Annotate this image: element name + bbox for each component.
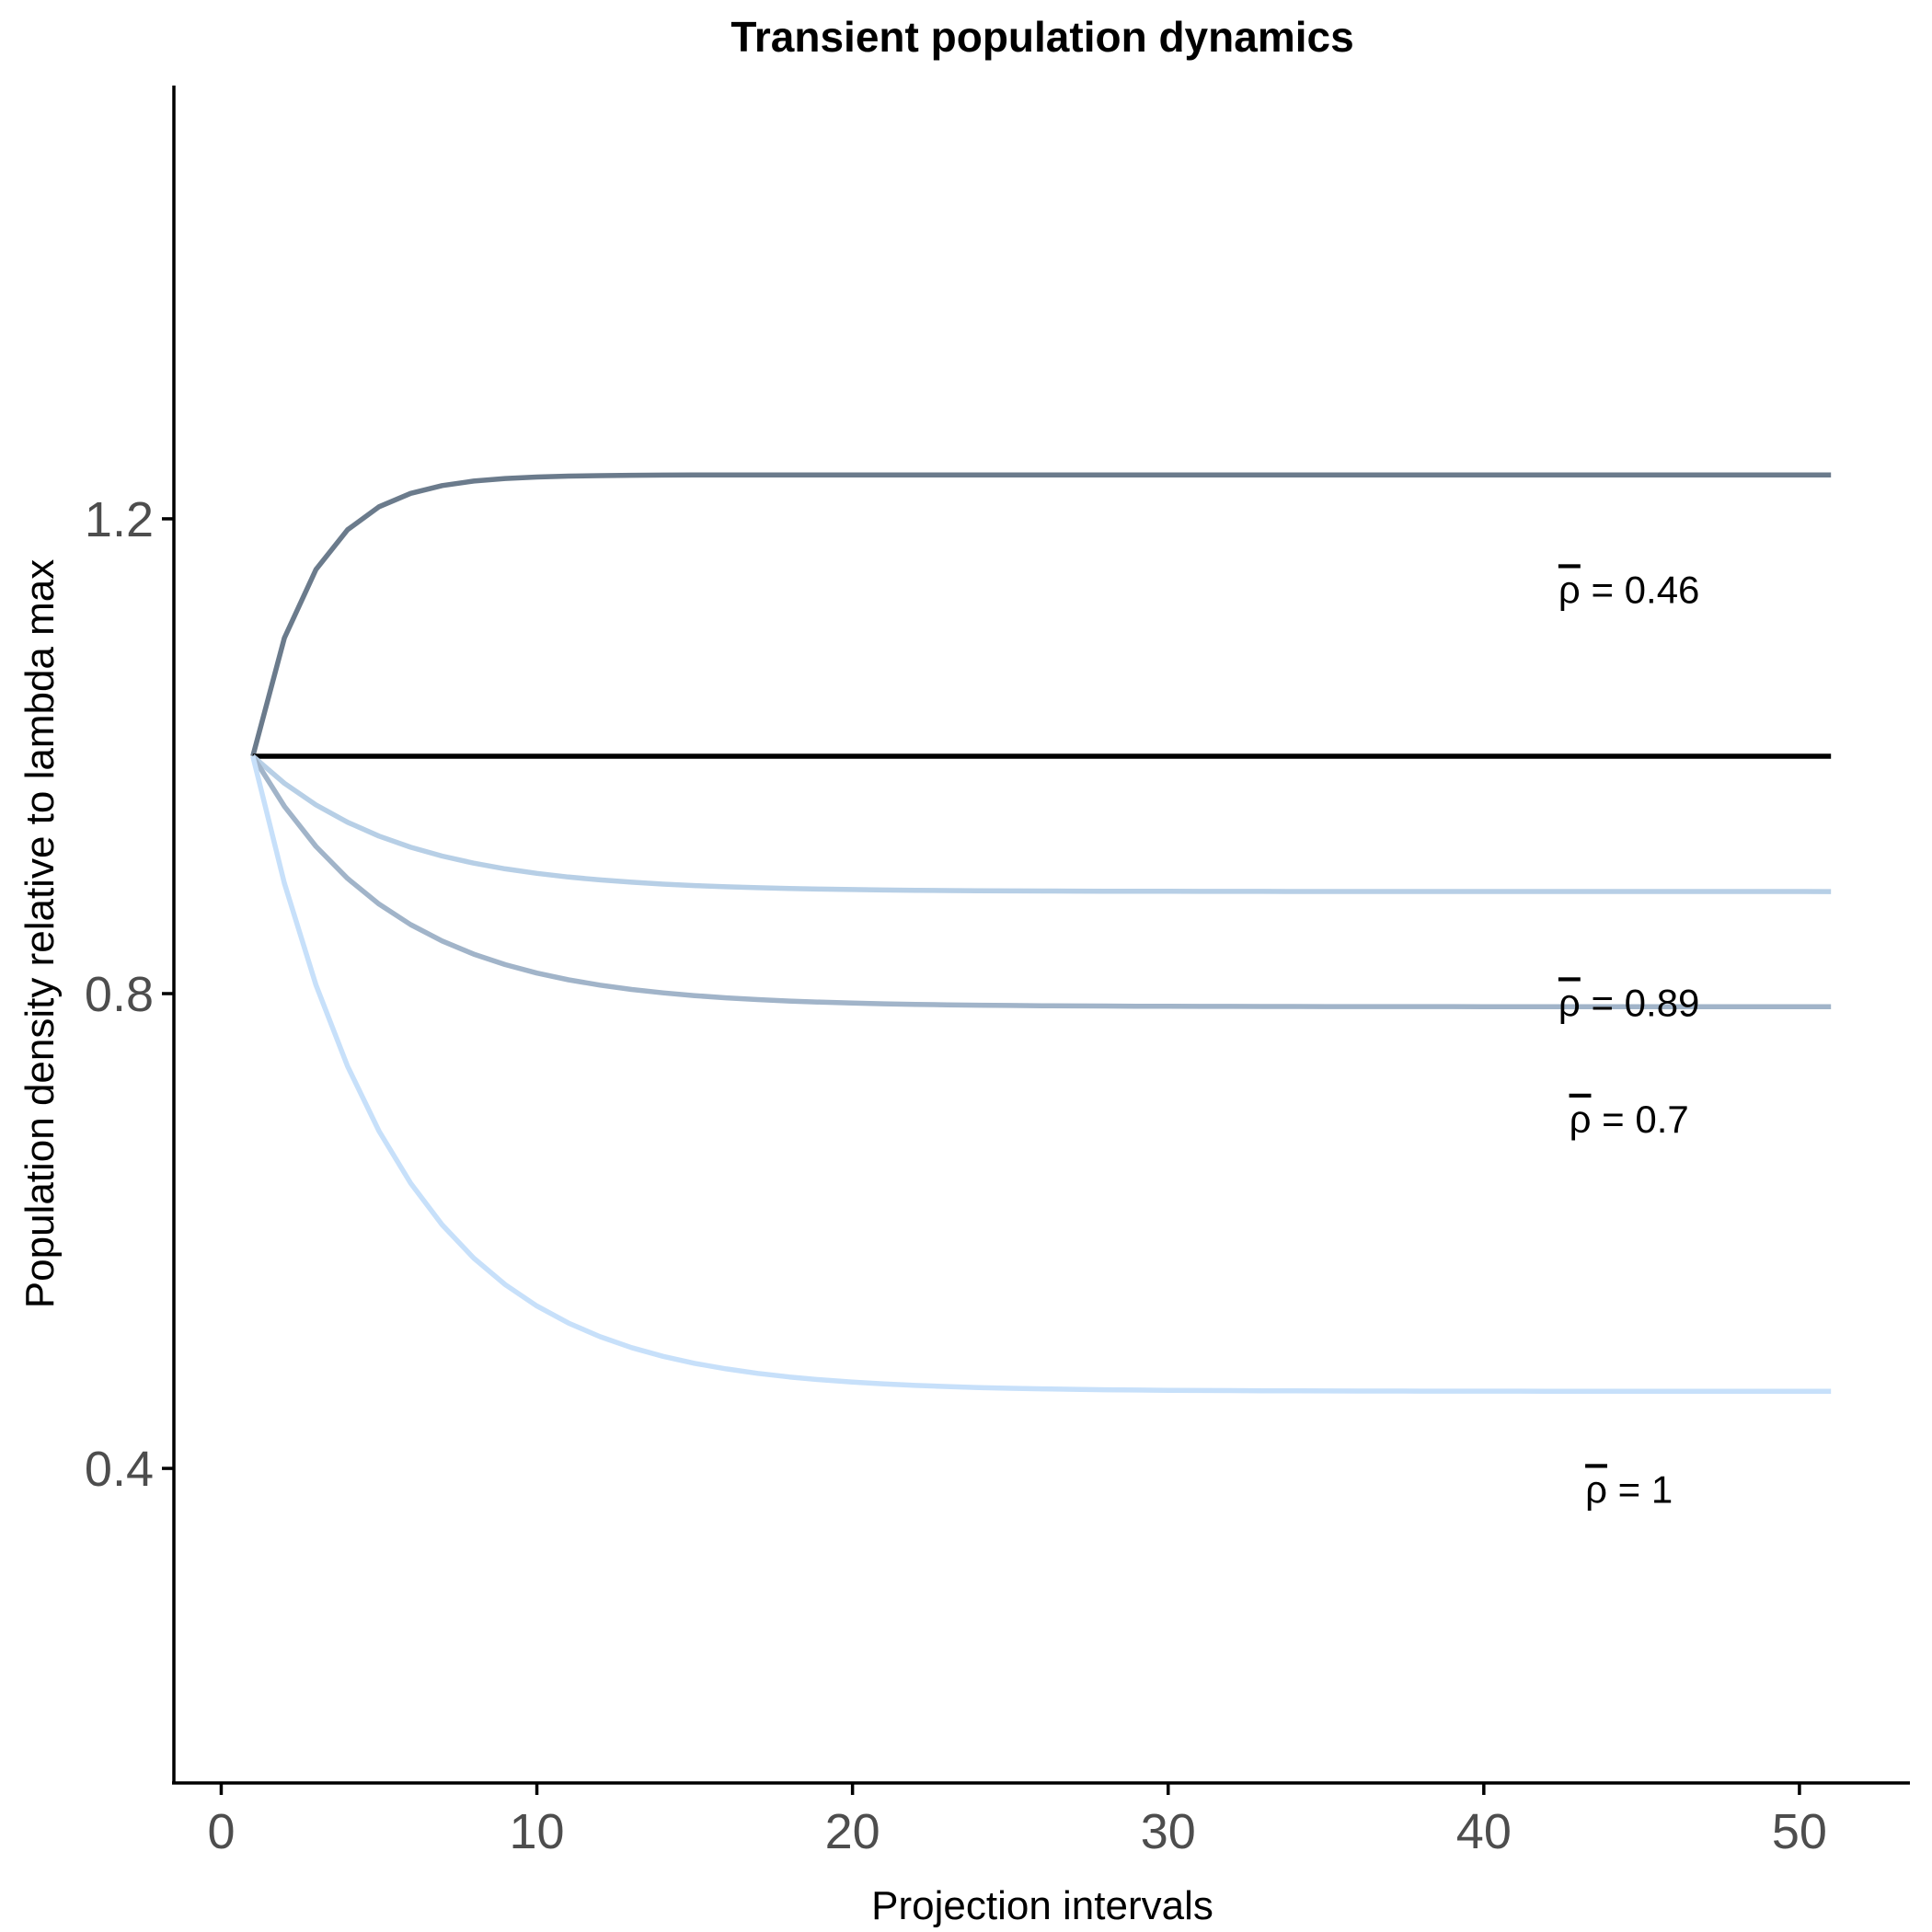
series-line-4 [250,754,1832,1009]
x-tick-label-20: 20 [825,1804,880,1859]
chart-title: Transient population dynamics [730,13,1353,61]
annotation-label-3: ρ = 0.7 [1570,1098,1689,1141]
x-tick-label-40: 40 [1456,1804,1512,1859]
y-tick-label-0.4: 0.4 [85,1442,154,1497]
plot-lines [250,472,1832,1394]
x-axis-ticks: 0 10 20 30 40 50 [207,1783,1827,1859]
x-axis-title: Projection intervals [871,1883,1213,1928]
x-tick-label-0: 0 [207,1804,235,1859]
annotation-label-1: ρ = 0.46 [1558,568,1700,611]
y-tick-label-1.2: 1.2 [85,492,154,547]
y-axis-ticks: 0.4 0.8 1.2 [85,492,174,1497]
series-line-5 [250,755,1832,1394]
series-line-1 [250,472,1832,757]
annotations: ρ = 0.46 ρ = 0.89 ρ = 0.7 ρ = 1 [1558,568,1700,1511]
y-tick-label-0.8: 0.8 [85,967,154,1022]
x-tick-label-50: 50 [1772,1804,1827,1859]
series-line-3 [251,753,1832,894]
annotation-label-4: ρ = 1 [1585,1467,1673,1511]
annotation-label-2: ρ = 0.89 [1558,981,1700,1024]
y-axis-title: Population density relative to lambda ma… [17,559,63,1308]
x-tick-label-30: 30 [1141,1804,1196,1859]
x-tick-label-10: 10 [510,1804,565,1859]
